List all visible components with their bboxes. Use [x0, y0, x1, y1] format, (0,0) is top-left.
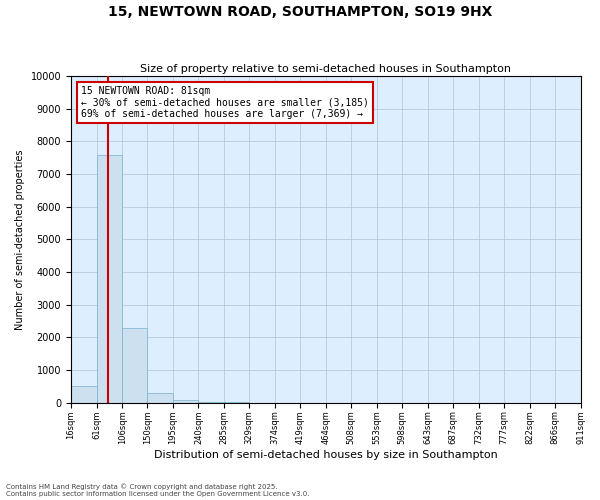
Text: 15 NEWTOWN ROAD: 81sqm
← 30% of semi-detached houses are smaller (3,185)
69% of : 15 NEWTOWN ROAD: 81sqm ← 30% of semi-det…: [81, 86, 369, 119]
Title: Size of property relative to semi-detached houses in Southampton: Size of property relative to semi-detach…: [140, 64, 511, 74]
Y-axis label: Number of semi-detached properties: Number of semi-detached properties: [15, 149, 25, 330]
Bar: [71, 386, 97, 403]
Bar: [173, 400, 199, 403]
X-axis label: Distribution of semi-detached houses by size in Southampton: Distribution of semi-detached houses by …: [154, 450, 497, 460]
Bar: [97, 154, 122, 403]
Text: Contains public sector information licensed under the Open Government Licence v3: Contains public sector information licen…: [6, 491, 310, 497]
Text: 15, NEWTOWN ROAD, SOUTHAMPTON, SO19 9HX: 15, NEWTOWN ROAD, SOUTHAMPTON, SO19 9HX: [108, 5, 492, 19]
Bar: [122, 328, 147, 403]
Bar: [147, 393, 173, 403]
Bar: [199, 402, 224, 403]
Text: Contains HM Land Registry data © Crown copyright and database right 2025.: Contains HM Land Registry data © Crown c…: [6, 484, 277, 490]
